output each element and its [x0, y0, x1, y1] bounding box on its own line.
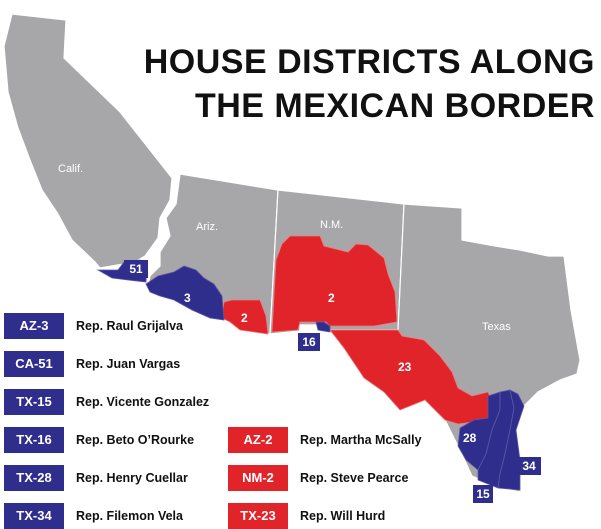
- district-badge: AZ-3: [4, 313, 64, 339]
- representative-name: Rep. Will Hurd: [300, 509, 386, 523]
- district-label-tx16: 16: [298, 333, 320, 351]
- title-line-2: THE MEXICAN BORDER: [194, 87, 595, 125]
- representative-name: Rep. Beto O’Rourke: [76, 433, 195, 447]
- district-tx16: [315, 321, 331, 333]
- california-shape: [3, 13, 173, 269]
- district-label-tx28: 28: [463, 431, 477, 445]
- representative-name: Rep. Henry Cuellar: [76, 471, 188, 485]
- representative-name: Rep. Steve Pearce: [300, 471, 409, 485]
- state-label-california: Calif.: [58, 163, 83, 175]
- district-label-az3: 3: [184, 291, 191, 305]
- district-label-tx23: 23: [398, 360, 412, 374]
- district-badge: TX-15: [4, 389, 64, 415]
- representative-name: Rep. Raul Grijalva: [76, 319, 183, 333]
- district-badge: NM-2: [228, 465, 288, 491]
- district-az3: [145, 265, 225, 321]
- representative-name: Rep. Vicente Gonzalez: [76, 395, 210, 409]
- district-label-tx34: 34: [517, 457, 541, 475]
- district-label-tx15: 15: [473, 485, 493, 503]
- district-badge: TX-28: [4, 465, 64, 491]
- district-label-az2: 2: [241, 311, 248, 325]
- state-label-arizona: Ariz.: [196, 221, 218, 233]
- district-badge: CA-51: [4, 351, 64, 377]
- state-label-new-mexico: N.M.: [320, 219, 343, 231]
- district-badge: TX-34: [4, 503, 64, 529]
- district-badge: TX-16: [4, 427, 64, 453]
- district-nm2: [271, 235, 398, 333]
- representative-name: Rep. Filemon Vela: [76, 509, 183, 523]
- district-badge: AZ-2: [228, 427, 288, 453]
- title-line-1: HOUSE DISTRICTS ALONG: [143, 43, 595, 81]
- page-title: HOUSE DISTRICTS ALONG THE MEXICAN BORDER: [144, 40, 595, 128]
- district-badge: TX-23: [228, 503, 288, 529]
- district-label-nm2: 2: [328, 291, 335, 305]
- district-label-ca51: 51: [124, 260, 148, 278]
- district-az2: [221, 299, 269, 335]
- state-label-texas: Texas: [482, 321, 511, 333]
- representative-name: Rep. Juan Vargas: [76, 357, 181, 371]
- representative-name: Rep. Martha McSally: [300, 433, 422, 447]
